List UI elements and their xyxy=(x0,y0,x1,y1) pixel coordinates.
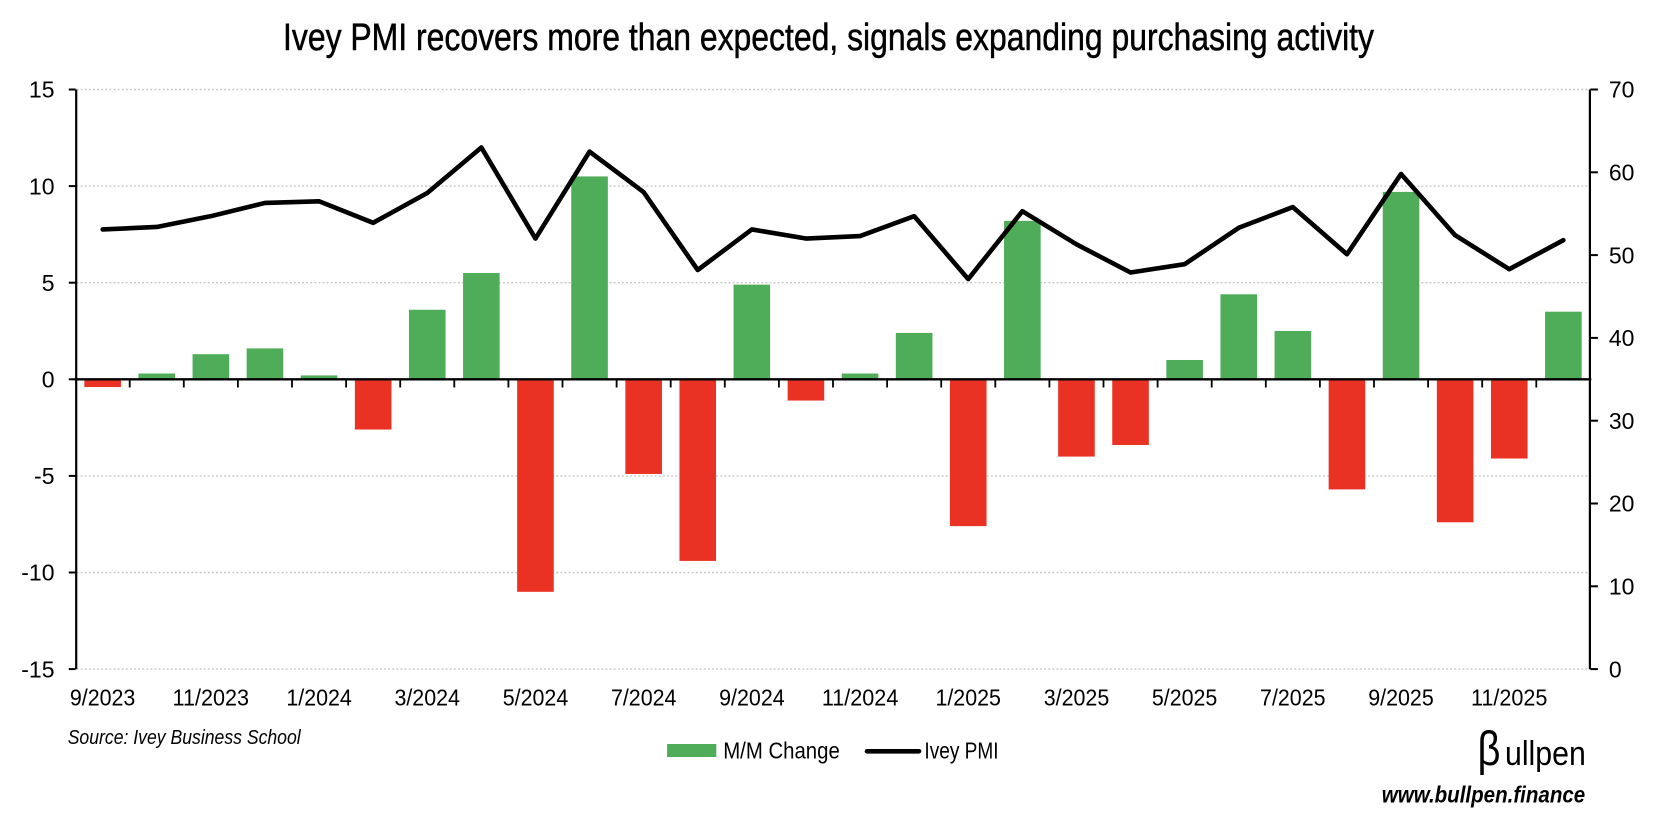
svg-text:3/2024: 3/2024 xyxy=(394,685,460,711)
svg-text:-5: -5 xyxy=(34,463,54,489)
svg-text:9/2024: 9/2024 xyxy=(719,685,785,711)
svg-text:Ivey PMI recovers more than ex: Ivey PMI recovers more than expected, si… xyxy=(283,16,1375,59)
svg-text:M/M Change: M/M Change xyxy=(723,737,840,763)
svg-text:0: 0 xyxy=(42,367,55,393)
svg-text:Ivey PMI: Ivey PMI xyxy=(924,737,998,763)
svg-text:-15: -15 xyxy=(21,656,54,682)
svg-text:1/2024: 1/2024 xyxy=(286,685,352,711)
svg-text:7/2025: 7/2025 xyxy=(1260,685,1326,711)
svg-text:9/2023: 9/2023 xyxy=(70,685,136,711)
svg-text:70: 70 xyxy=(1609,77,1635,103)
svg-text:10: 10 xyxy=(29,173,55,199)
svg-text:3/2025: 3/2025 xyxy=(1044,685,1110,711)
svg-text:40: 40 xyxy=(1609,325,1635,351)
svg-text:www.bullpen.finance: www.bullpen.finance xyxy=(1382,782,1586,808)
svg-text:15: 15 xyxy=(29,77,55,103)
svg-text:7/2024: 7/2024 xyxy=(611,685,677,711)
svg-text:-10: -10 xyxy=(21,560,54,586)
svg-text:5/2025: 5/2025 xyxy=(1152,685,1218,711)
svg-text:10: 10 xyxy=(1609,574,1635,600)
svg-text:11/2023: 11/2023 xyxy=(173,685,250,711)
svg-text:9/2025: 9/2025 xyxy=(1368,685,1434,711)
svg-text:0: 0 xyxy=(1609,656,1622,682)
svg-text:30: 30 xyxy=(1609,408,1635,434)
svg-text:50: 50 xyxy=(1609,242,1635,268)
svg-text:1/2025: 1/2025 xyxy=(935,685,1001,711)
svg-text:β: β xyxy=(1478,723,1501,776)
svg-text:20: 20 xyxy=(1609,491,1635,517)
svg-text:11/2025: 11/2025 xyxy=(1471,685,1548,711)
svg-text:5/2024: 5/2024 xyxy=(503,685,569,711)
svg-text:5: 5 xyxy=(42,270,55,296)
svg-text:60: 60 xyxy=(1609,160,1635,186)
svg-text:Source: Ivey Business School: Source: Ivey Business School xyxy=(68,727,301,749)
svg-text:11/2024: 11/2024 xyxy=(822,685,899,711)
svg-text:ullpen: ullpen xyxy=(1505,735,1586,773)
